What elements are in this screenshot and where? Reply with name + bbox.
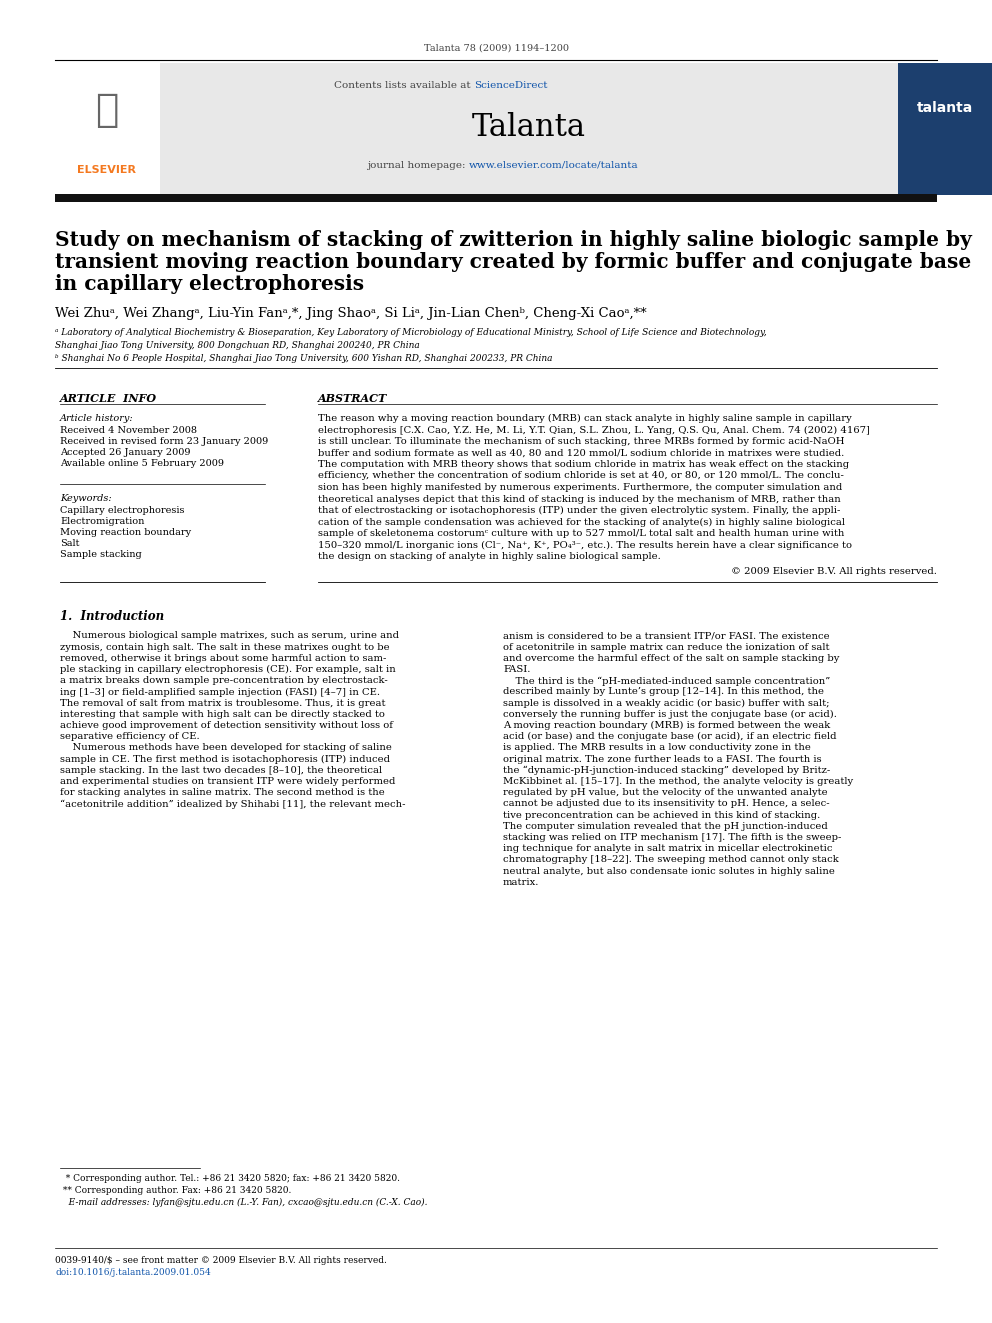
Text: Sample stacking: Sample stacking — [60, 550, 142, 560]
Text: theoretical analyses depict that this kind of stacking is induced by the mechani: theoretical analyses depict that this ki… — [318, 495, 841, 504]
Text: of acetonitrile in sample matrix can reduce the ionization of salt: of acetonitrile in sample matrix can red… — [503, 643, 829, 652]
Text: efficiency, whether the concentration of sodium chloride is set at 40, or 80, or: efficiency, whether the concentration of… — [318, 471, 844, 480]
Text: Article history:: Article history: — [60, 414, 134, 423]
Text: Salt: Salt — [60, 538, 79, 548]
Text: A moving reaction boundary (MRB) is formed between the weak: A moving reaction boundary (MRB) is form… — [503, 721, 830, 730]
Text: Shanghai Jiao Tong University, 800 Dongchuan RD, Shanghai 200240, PR China: Shanghai Jiao Tong University, 800 Dongc… — [55, 341, 420, 351]
Text: The computer simulation revealed that the pH junction-induced: The computer simulation revealed that th… — [503, 822, 827, 831]
Text: tive preconcentration can be achieved in this kind of stacking.: tive preconcentration can be achieved in… — [503, 811, 820, 820]
Text: sample in CE. The first method is isotachophoresis (ITP) induced: sample in CE. The first method is isotac… — [60, 754, 390, 763]
Text: ARTICLE  INFO: ARTICLE INFO — [60, 393, 157, 404]
Text: journal homepage:: journal homepage: — [367, 160, 469, 169]
Text: * Corresponding author. Tel.: +86 21 3420 5820; fax: +86 21 3420 5820.: * Corresponding author. Tel.: +86 21 342… — [60, 1174, 400, 1183]
Text: zymosis, contain high salt. The salt in these matrixes ought to be: zymosis, contain high salt. The salt in … — [60, 643, 390, 652]
Text: Contents lists available at: Contents lists available at — [334, 81, 474, 90]
Text: ScienceDirect: ScienceDirect — [474, 81, 548, 90]
Text: © 2009 Elsevier B.V. All rights reserved.: © 2009 Elsevier B.V. All rights reserved… — [731, 568, 937, 577]
Text: cannot be adjusted due to its insensitivity to pH. Hence, a selec-: cannot be adjusted due to its insensitiv… — [503, 799, 829, 808]
Text: doi:10.1016/j.talanta.2009.01.054: doi:10.1016/j.talanta.2009.01.054 — [55, 1267, 210, 1277]
Text: Available online 5 February 2009: Available online 5 February 2009 — [60, 459, 224, 468]
Text: Received 4 November 2008: Received 4 November 2008 — [60, 426, 197, 435]
Text: Talanta: Talanta — [472, 112, 586, 143]
Text: electrophoresis [C.X. Cao, Y.Z. He, M. Li, Y.T. Qian, S.L. Zhou, L. Yang, Q.S. Q: electrophoresis [C.X. Cao, Y.Z. He, M. L… — [318, 426, 870, 435]
Text: McKibbinet al. [15–17]. In the method, the analyte velocity is greatly: McKibbinet al. [15–17]. In the method, t… — [503, 777, 853, 786]
Text: Study on mechanism of stacking of zwitterion in highly saline biologic sample by: Study on mechanism of stacking of zwitte… — [55, 230, 972, 250]
Text: conversely the running buffer is just the conjugate base (or acid).: conversely the running buffer is just th… — [503, 710, 837, 718]
Text: sample is dissolved in a weakly acidic (or basic) buffer with salt;: sample is dissolved in a weakly acidic (… — [503, 699, 829, 708]
Text: regulated by pH value, but the velocity of the unwanted analyte: regulated by pH value, but the velocity … — [503, 789, 827, 798]
Text: is still unclear. To illuminate the mechanism of such stacking, three MRBs forme: is still unclear. To illuminate the mech… — [318, 437, 844, 446]
Text: E-mail addresses: lyfan@sjtu.edu.cn (L.-Y. Fan), cxcao@sjtu.edu.cn (C.-X. Cao).: E-mail addresses: lyfan@sjtu.edu.cn (L.-… — [60, 1199, 428, 1207]
Text: 150–320 mmol/L inorganic ions (Cl⁻, Na⁺, K⁺, PO₄³⁻, etc.). The results herein ha: 150–320 mmol/L inorganic ions (Cl⁻, Na⁺,… — [318, 541, 852, 549]
Text: the design on stacking of analyte in highly saline biological sample.: the design on stacking of analyte in hig… — [318, 552, 661, 561]
Text: Capillary electrophoresis: Capillary electrophoresis — [60, 505, 185, 515]
Text: ᵇ Shanghai No 6 People Hospital, Shanghai Jiao Tong University, 600 Yishan RD, S: ᵇ Shanghai No 6 People Hospital, Shangha… — [55, 355, 553, 363]
Text: Keywords:: Keywords: — [60, 493, 112, 503]
Text: Numerous methods have been developed for stacking of saline: Numerous methods have been developed for… — [60, 744, 392, 753]
Text: stacking was relied on ITP mechanism [17]. The fifth is the sweep-: stacking was relied on ITP mechanism [17… — [503, 833, 841, 843]
Bar — [55, 64, 160, 194]
Text: interesting that sample with high salt can be directly stacked to: interesting that sample with high salt c… — [60, 710, 385, 718]
Text: Electromigration: Electromigration — [60, 517, 145, 527]
Text: ᵃ Laboratory of Analytical Biochemistry & Bioseparation, Key Laboratory of Micro: ᵃ Laboratory of Analytical Biochemistry … — [55, 328, 767, 337]
Text: ing technique for analyte in salt matrix in micellar electrokinetic: ing technique for analyte in salt matrix… — [503, 844, 832, 853]
Text: 1.  Introduction: 1. Introduction — [60, 610, 164, 623]
Bar — [55, 194, 937, 202]
Bar — [898, 64, 992, 194]
Text: removed, otherwise it brings about some harmful action to sam-: removed, otherwise it brings about some … — [60, 654, 386, 663]
Text: 🌳: 🌳 — [95, 91, 119, 130]
Text: ple stacking in capillary electrophoresis (CE). For example, salt in: ple stacking in capillary electrophoresi… — [60, 665, 396, 675]
Text: ** Corresponding author. Fax: +86 21 3420 5820.: ** Corresponding author. Fax: +86 21 342… — [60, 1185, 292, 1195]
Text: buffer and sodium formate as well as 40, 80 and 120 mmol/L sodium chloride in ma: buffer and sodium formate as well as 40,… — [318, 448, 844, 458]
Text: for stacking analytes in saline matrix. The second method is the: for stacking analytes in saline matrix. … — [60, 789, 385, 798]
Text: neutral analyte, but also condensate ionic solutes in highly saline: neutral analyte, but also condensate ion… — [503, 867, 835, 876]
Text: sample of skeletonema costorumᶜ culture with up to 527 mmol/L total salt and hea: sample of skeletonema costorumᶜ culture … — [318, 529, 844, 538]
Text: Accepted 26 January 2009: Accepted 26 January 2009 — [60, 448, 190, 456]
Text: transient moving reaction boundary created by formic buffer and conjugate base: transient moving reaction boundary creat… — [55, 251, 971, 273]
Text: anism is considered to be a transient ITP/or FASI. The existence: anism is considered to be a transient IT… — [503, 631, 829, 640]
Text: 0039-9140/$ – see front matter © 2009 Elsevier B.V. All rights reserved.: 0039-9140/$ – see front matter © 2009 El… — [55, 1256, 387, 1265]
Text: sion has been highly manifested by numerous experiments. Furthermore, the comput: sion has been highly manifested by numer… — [318, 483, 842, 492]
Text: sample stacking. In the last two decades [8–10], the theoretical: sample stacking. In the last two decades… — [60, 766, 382, 775]
Text: FASI.: FASI. — [503, 665, 531, 675]
Text: The removal of salt from matrix is troublesome. Thus, it is great: The removal of salt from matrix is troub… — [60, 699, 386, 708]
Text: Numerous biological sample matrixes, such as serum, urine and: Numerous biological sample matrixes, suc… — [60, 631, 399, 640]
Text: “acetonitrile addition” idealized by Shihabi [11], the relevant mech-: “acetonitrile addition” idealized by Shi… — [60, 799, 406, 808]
Bar — [160, 64, 898, 194]
Text: The reason why a moving reaction boundary (MRB) can stack analyte in highly sali: The reason why a moving reaction boundar… — [318, 414, 852, 423]
Text: Talanta 78 (2009) 1194–1200: Talanta 78 (2009) 1194–1200 — [424, 44, 568, 53]
Text: Moving reaction boundary: Moving reaction boundary — [60, 528, 191, 537]
Text: acid (or base) and the conjugate base (or acid), if an electric field: acid (or base) and the conjugate base (o… — [503, 733, 836, 741]
Text: separative efficiency of CE.: separative efficiency of CE. — [60, 733, 199, 741]
Text: ing [1–3] or field-amplified sample injection (FASI) [4–7] in CE.: ing [1–3] or field-amplified sample inje… — [60, 688, 380, 697]
Text: is applied. The MRB results in a low conductivity zone in the: is applied. The MRB results in a low con… — [503, 744, 810, 753]
Text: Wei Zhuᵃ, Wei Zhangᵃ, Liu-Yin Fanᵃ,*, Jing Shaoᵃ, Si Liᵃ, Jin-Lian Chenᵇ, Cheng-: Wei Zhuᵃ, Wei Zhangᵃ, Liu-Yin Fanᵃ,*, Ji… — [55, 307, 647, 320]
Text: and overcome the harmful effect of the salt on sample stacking by: and overcome the harmful effect of the s… — [503, 654, 839, 663]
Text: original matrix. The zone further leads to a FASI. The fourth is: original matrix. The zone further leads … — [503, 754, 821, 763]
Text: chromatography [18–22]. The sweeping method cannot only stack: chromatography [18–22]. The sweeping met… — [503, 856, 839, 864]
Text: achieve good improvement of detection sensitivity without loss of: achieve good improvement of detection se… — [60, 721, 393, 730]
Text: matrix.: matrix. — [503, 878, 540, 886]
Text: Received in revised form 23 January 2009: Received in revised form 23 January 2009 — [60, 437, 268, 446]
Text: cation of the sample condensation was achieved for the stacking of analyte(s) in: cation of the sample condensation was ac… — [318, 517, 845, 527]
Text: talanta: talanta — [917, 101, 973, 115]
Text: described mainly by Lunte’s group [12–14]. In this method, the: described mainly by Lunte’s group [12–14… — [503, 688, 824, 696]
Text: ABSTRACT: ABSTRACT — [318, 393, 387, 404]
Text: ELSEVIER: ELSEVIER — [77, 165, 137, 175]
Text: in capillary electrophoresis: in capillary electrophoresis — [55, 274, 364, 294]
Text: the “dynamic-pH-junction-induced stacking” developed by Britz-: the “dynamic-pH-junction-induced stackin… — [503, 766, 830, 775]
Text: The computation with MRB theory shows that sodium chloride in matrix has weak ef: The computation with MRB theory shows th… — [318, 460, 849, 468]
Text: a matrix breaks down sample pre-concentration by electrostack-: a matrix breaks down sample pre-concentr… — [60, 676, 388, 685]
Text: and experimental studies on transient ITP were widely performed: and experimental studies on transient IT… — [60, 777, 396, 786]
Text: The third is the “pH-mediated-induced sample concentration”: The third is the “pH-mediated-induced sa… — [503, 676, 830, 685]
Text: www.elsevier.com/locate/talanta: www.elsevier.com/locate/talanta — [469, 160, 639, 169]
Text: that of electrostacking or isotachophoresis (ITP) under the given electrolytic s: that of electrostacking or isotachophore… — [318, 505, 840, 515]
